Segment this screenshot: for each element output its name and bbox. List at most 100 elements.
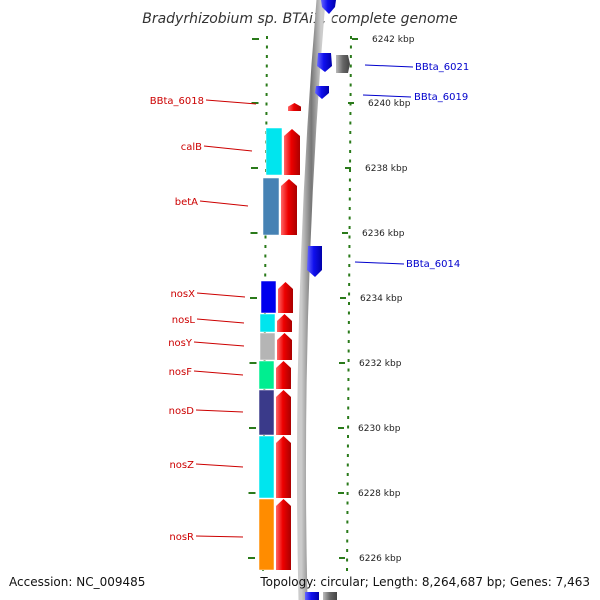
- gene-label[interactable]: nosY: [168, 338, 193, 349]
- tick-dot: [346, 549, 349, 552]
- label-leader-line: [199, 200, 249, 207]
- major-tick: [340, 297, 346, 299]
- major-tick: [250, 232, 258, 234]
- tick-dot: [265, 74, 268, 77]
- tick-dot: [264, 235, 267, 239]
- gene-label[interactable]: nosD: [169, 406, 195, 417]
- gene-label[interactable]: nosX: [170, 289, 195, 300]
- tick-dot: [348, 197, 351, 201]
- gene-box: [260, 280, 277, 314]
- tick-dot: [349, 169, 352, 172]
- major-tick: [348, 102, 354, 104]
- tick-dot: [346, 530, 349, 533]
- tick-dot: [265, 102, 268, 106]
- gene-label[interactable]: calB: [181, 142, 202, 153]
- gene-label[interactable]: BBta_6019: [414, 92, 468, 103]
- tick-dot: [348, 254, 351, 258]
- tick-dot: [350, 36, 352, 39]
- tick-dot: [349, 131, 352, 134]
- tick-dot: [347, 397, 350, 400]
- tick-dot: [266, 36, 268, 39]
- tick-dot: [349, 64, 352, 68]
- label-leader-line: [195, 409, 244, 413]
- tick-dot: [349, 150, 352, 153]
- forward-gene-arrow: [277, 314, 292, 332]
- tick-dot: [346, 520, 349, 524]
- tick-dot: [264, 273, 267, 277]
- other-gene-arrow: [336, 55, 350, 73]
- major-tick: [339, 362, 345, 364]
- kbp-label: 6240 kbp: [368, 99, 411, 109]
- major-tick: [249, 427, 256, 429]
- tick-dot: [347, 311, 350, 315]
- major-tick: [342, 232, 348, 234]
- topology-text: Topology: circular; Length: 8,264,687 bp…: [260, 575, 590, 589]
- gene-label[interactable]: BBta_6014: [406, 259, 460, 270]
- tick-dot: [347, 387, 350, 391]
- accession-text: Accession: NC_009485: [9, 575, 146, 589]
- tick-dot: [265, 83, 268, 87]
- reverse-gene-arrow: [307, 246, 322, 277]
- label-leader-line: [205, 99, 257, 105]
- tick-dot: [264, 254, 267, 258]
- kbp-label: 6228 kbp: [358, 489, 401, 499]
- major-tick: [248, 492, 256, 494]
- tick-dot: [346, 492, 349, 495]
- tick-dot: [265, 64, 268, 68]
- kbp-label: 6242 kbp: [372, 35, 415, 45]
- forward-gene-arrow: [281, 179, 297, 235]
- forward-gene-arrow: [276, 499, 291, 570]
- gene-label[interactable]: nosF: [169, 367, 193, 378]
- tick-dot: [346, 501, 349, 505]
- tick-dot: [346, 558, 349, 562]
- label-leader-line: [364, 64, 414, 68]
- forward-strand-genes: [276, 103, 301, 570]
- tick-dot: [349, 112, 352, 115]
- gene-label[interactable]: nosR: [169, 532, 194, 543]
- tick-dot: [348, 207, 351, 210]
- tick-dot: [346, 511, 349, 514]
- tick-dot: [265, 55, 268, 58]
- gene-box: [258, 360, 275, 390]
- label-leader-line: [193, 341, 245, 347]
- tick-dot: [265, 93, 268, 96]
- tick-dot: [347, 349, 350, 353]
- gene-box: [258, 498, 275, 571]
- label-leader-line: [196, 292, 246, 298]
- gene-box: [259, 313, 276, 333]
- left-gene-labels: BBta_6018 calB betA nosX nosL nosY nosF nosD nos…: [150, 96, 257, 543]
- kbp-label: 6226 kbp: [359, 554, 402, 564]
- tick-dot: [349, 83, 352, 87]
- tick-dot: [348, 178, 351, 182]
- gene-label[interactable]: BBta_6021: [415, 62, 469, 73]
- gene-box: [262, 177, 280, 236]
- gene-label[interactable]: nosL: [172, 315, 196, 326]
- tick-dot: [347, 425, 350, 429]
- major-tick: [345, 167, 351, 169]
- tick-dot: [347, 359, 350, 362]
- tick-dot: [347, 378, 350, 381]
- tick-dot: [347, 330, 350, 334]
- tick-dot: [348, 273, 351, 277]
- tick-dot: [349, 93, 352, 96]
- tick-dot: [265, 112, 268, 115]
- tick-dot: [349, 45, 352, 49]
- gene-label[interactable]: BBta_6018: [150, 96, 204, 107]
- tick-dot: [346, 568, 349, 571]
- genome-backbone: [296, 0, 326, 600]
- label-leader-line: [193, 370, 244, 376]
- tick-dot: [347, 406, 350, 410]
- gene-label[interactable]: betA: [175, 197, 198, 208]
- major-tick: [252, 38, 259, 40]
- reverse-gene-arrow: [321, 0, 336, 14]
- other-gene-arrow: [323, 592, 337, 600]
- label-leader-line: [354, 261, 405, 265]
- gene-box: [259, 332, 276, 361]
- gene-label[interactable]: nosZ: [169, 460, 194, 471]
- reverse-gene-arrow: [317, 53, 332, 72]
- reverse-gene-arrow: [305, 592, 319, 600]
- tick-dot: [348, 292, 351, 296]
- kbp-label: 6232 kbp: [359, 359, 402, 369]
- major-tick: [250, 297, 257, 299]
